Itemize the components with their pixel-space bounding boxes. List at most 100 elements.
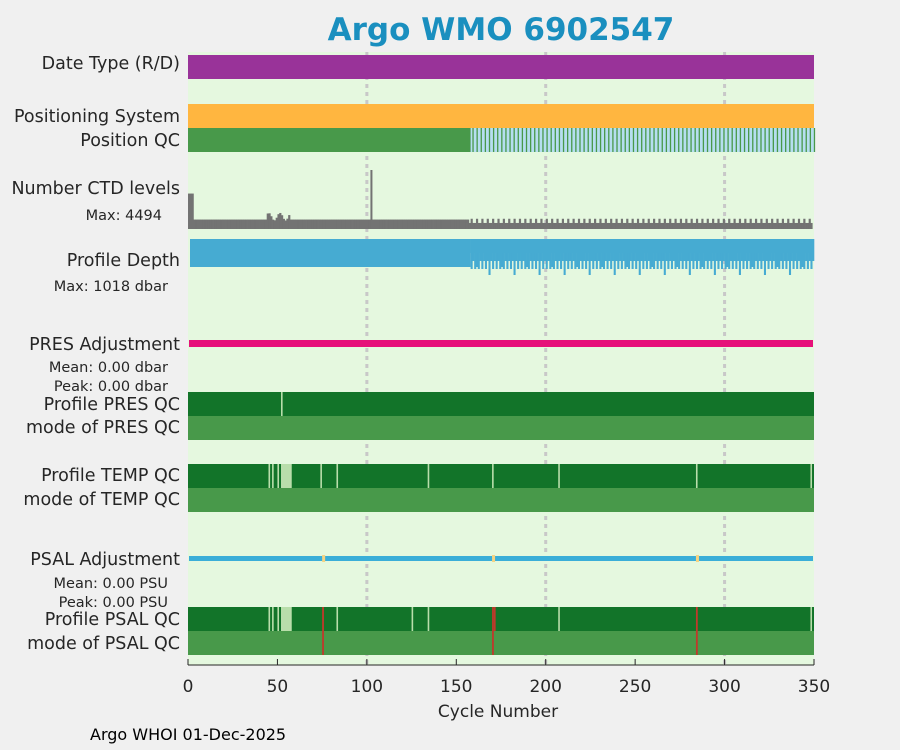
ctd-level-bar bbox=[497, 218, 500, 229]
position-qc-stripe bbox=[809, 128, 812, 152]
position-qc-stripe bbox=[534, 128, 536, 152]
position-qc-stripe bbox=[776, 128, 779, 152]
profile-depth-bar bbox=[534, 239, 538, 269]
profile-depth-bar bbox=[570, 239, 573, 269]
profile-depth-bar bbox=[513, 239, 516, 275]
ctd-level-bar bbox=[670, 222, 674, 229]
ctd-level-bar bbox=[202, 219, 205, 229]
position-qc-stripe bbox=[517, 128, 519, 152]
ctd-level-bar bbox=[746, 222, 749, 229]
profile-depth-bar bbox=[588, 239, 591, 275]
ctd-level-bar bbox=[517, 222, 520, 229]
ctd-level-bar bbox=[239, 219, 243, 229]
profile-temp-qc-light-segment bbox=[281, 464, 292, 488]
ctd-level-bar bbox=[391, 219, 395, 229]
position-qc-stripe bbox=[612, 128, 614, 152]
ctd-level-bar bbox=[220, 219, 223, 229]
position-qc-stripe bbox=[575, 128, 577, 152]
profile-depth-bar bbox=[738, 239, 741, 275]
ctd-level-bar bbox=[796, 222, 799, 229]
ctd-level-bar bbox=[615, 218, 618, 229]
position-qc-stripe bbox=[608, 128, 610, 152]
ctd-level-bar bbox=[794, 222, 797, 229]
position-qc-stripe bbox=[805, 128, 807, 152]
ctd-level-bar bbox=[445, 219, 448, 229]
position-qc-stripe bbox=[731, 128, 733, 152]
ctd-level-bar bbox=[477, 222, 480, 229]
profile-depth-bar bbox=[717, 239, 720, 269]
profile-depth-bar bbox=[653, 239, 656, 269]
ctd-level-bar bbox=[467, 219, 470, 229]
ctd-level-bar bbox=[737, 222, 740, 229]
profile-depth-bar bbox=[685, 239, 688, 269]
ctd-level-bar bbox=[440, 219, 443, 229]
position-qc-stripe bbox=[480, 128, 482, 152]
profile-depth-bar bbox=[706, 239, 709, 269]
position-qc-stripe bbox=[756, 128, 758, 152]
ctd-level-bar bbox=[268, 213, 271, 229]
ctd-level-bar bbox=[653, 218, 656, 229]
ctd-level-bar bbox=[645, 222, 649, 229]
ctd-level-bar bbox=[463, 219, 466, 229]
ctd-level-bar bbox=[229, 219, 232, 229]
ctd-level-bar bbox=[470, 218, 473, 229]
position-qc-stripe bbox=[793, 128, 795, 152]
ctd-level-bar bbox=[302, 219, 305, 229]
profile-depth-bar bbox=[599, 239, 602, 269]
ctd-level-bar bbox=[558, 222, 561, 229]
position-qc-stripe bbox=[620, 128, 622, 152]
ctd-level-bar bbox=[504, 222, 507, 229]
ctd-level-bar bbox=[509, 222, 513, 229]
ctd-level-bar bbox=[241, 219, 244, 229]
ctd-level-bar bbox=[275, 217, 278, 229]
profile-depth-bar bbox=[556, 239, 559, 269]
ctd-level-bar bbox=[733, 218, 736, 229]
ctd-level-bar bbox=[629, 222, 632, 229]
ctd-level-bar bbox=[631, 218, 634, 229]
ctd-level-bar bbox=[520, 222, 523, 229]
ctd-level-bar bbox=[348, 219, 352, 229]
ctd-level-bar bbox=[688, 222, 691, 229]
ctd-level-bar bbox=[404, 219, 407, 229]
position-qc-stripe bbox=[723, 128, 725, 152]
ctd-level-bar bbox=[386, 219, 389, 229]
ctd-level-bar bbox=[744, 218, 747, 229]
ctd-level-bar bbox=[492, 218, 495, 229]
ctd-level-bar bbox=[753, 222, 756, 229]
ctd-level-bar bbox=[189, 193, 192, 229]
ctd-level-bar bbox=[787, 218, 790, 229]
ctd-level-bar bbox=[227, 219, 230, 229]
position-qc-stripe bbox=[571, 128, 573, 152]
ctd-level-bar bbox=[297, 219, 300, 229]
ctd-level-bar bbox=[259, 219, 262, 229]
ctd-level-bar bbox=[717, 218, 720, 229]
profile-depth-bar bbox=[742, 239, 745, 269]
profile-depth-bar bbox=[749, 239, 752, 269]
ctd-level-bar bbox=[247, 219, 250, 229]
position-qc-stripe bbox=[682, 128, 684, 152]
date-type-bar bbox=[188, 55, 814, 79]
ctd-level-bar bbox=[282, 218, 285, 229]
x-tick-label-100: 100 bbox=[351, 677, 383, 697]
ctd-level-bar bbox=[751, 222, 754, 229]
profile-depth-bar bbox=[592, 239, 595, 269]
ctd-level-bar bbox=[610, 218, 613, 229]
ctd-level-bar bbox=[343, 219, 346, 229]
ctd-level-bar bbox=[250, 219, 253, 229]
ctd-level-bar bbox=[266, 213, 269, 229]
profile-depth-bar bbox=[803, 239, 806, 269]
ctd-level-bar bbox=[449, 219, 452, 229]
ctd-level-bar bbox=[307, 219, 311, 229]
chart-title: Argo WMO 6902547 bbox=[327, 12, 675, 48]
ctd-level-bar bbox=[420, 219, 423, 229]
x-tick-label-150: 150 bbox=[440, 677, 472, 697]
ctd-level-bar bbox=[216, 219, 219, 229]
profile-depth-bar bbox=[703, 239, 706, 269]
ctd-level-bar bbox=[221, 219, 225, 229]
profile-psal-qc-mark bbox=[558, 607, 560, 631]
profile-depth-bar bbox=[531, 239, 534, 269]
row-label-profile-psal-qc: Profile PSAL QC bbox=[45, 610, 180, 630]
ctd-level-bar bbox=[279, 212, 282, 229]
ctd-level-bar bbox=[238, 219, 241, 229]
profile-depth-bar bbox=[638, 239, 641, 275]
